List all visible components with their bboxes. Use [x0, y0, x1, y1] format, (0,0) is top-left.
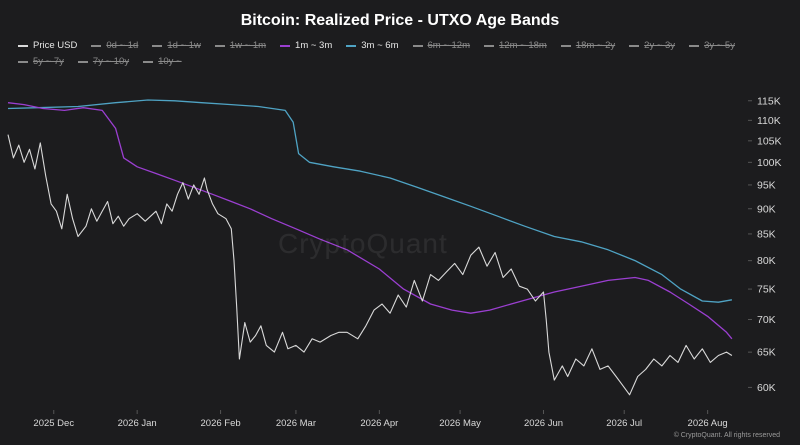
watermark: CryptoQuant	[278, 228, 448, 259]
legend-swatch	[18, 61, 28, 63]
legend-item[interactable]: 7y ~ 10y	[77, 56, 130, 68]
y-tick-label: 100K	[757, 157, 782, 169]
y-tick-label: 105K	[757, 135, 782, 147]
legend-label: 5y ~ 7y	[33, 56, 64, 67]
y-tick-label: 60K	[757, 382, 776, 394]
chart-legend: Price USD 0d ~ 1d 1d ~ 1w 1w ~ 1m 1m ~ 3m 3m …	[18, 40, 788, 68]
chart-title: Bitcoin: Realized Price - UTXO Age Bands	[240, 12, 560, 29]
legend-item[interactable]: 5y ~ 7y	[18, 56, 64, 68]
legend-item[interactable]: 1m ~ 3m	[280, 40, 332, 52]
x-tick-label: 2026 Jun	[524, 418, 563, 429]
legend-swatch	[346, 45, 357, 47]
x-tick-label: 2026 Aug	[688, 418, 728, 429]
legend-label: 1m ~ 3m	[295, 40, 333, 51]
legend-label: Price USD	[33, 40, 78, 51]
legend-swatch	[412, 45, 423, 47]
legend-item[interactable]: 10y ~	[143, 56, 182, 68]
legend-swatch	[18, 45, 28, 47]
series-line-1m-3m	[7, 102, 733, 340]
legend-item[interactable]: 1w ~ 1m	[214, 40, 267, 52]
legend-label: 0d ~ 1d	[106, 40, 139, 51]
legend-item[interactable]: 3m ~ 6m	[346, 40, 399, 52]
y-tick-label: 75K	[757, 284, 776, 296]
legend-item[interactable]: 18m ~ 2y	[560, 40, 616, 52]
legend-item[interactable]: 12m ~ 18m	[484, 40, 547, 52]
legend-swatch	[152, 45, 163, 47]
y-tick-label: 95K	[757, 179, 776, 191]
y-tick-label: 115K	[757, 95, 781, 107]
legend-label: 1w ~ 1m	[229, 40, 267, 51]
x-tick-label: 2026 Jan	[118, 418, 157, 429]
legend-swatch	[143, 61, 154, 63]
legend-item[interactable]: 0d ~ 1d	[91, 40, 138, 52]
legend-label: 7y ~ 10y	[92, 56, 130, 67]
legend-label: 3m ~ 6m	[361, 40, 399, 51]
legend-swatch	[91, 45, 102, 47]
y-tick-label: 80K	[757, 255, 776, 267]
legend-item[interactable]: 1d ~ 1w	[152, 40, 201, 52]
y-tick-label: 90K	[757, 203, 776, 215]
x-tick-label: 2026 May	[439, 418, 481, 429]
legend-swatch	[280, 45, 291, 47]
copyright-credit: © CryptoQuant. All rights reserved	[673, 432, 780, 439]
legend-label: 12m ~ 18m	[499, 40, 547, 51]
legend-swatch	[689, 45, 700, 47]
legend-label: 2y ~ 3y	[644, 40, 676, 51]
series-line-3m-6m	[7, 99, 733, 303]
x-tick-label: 2026 Feb	[201, 418, 241, 429]
legend-swatch	[214, 45, 225, 47]
legend-item[interactable]: 6m ~ 12m	[412, 40, 471, 52]
x-axis: 2025 Dec 2026 Jan 2026 Feb 2026 Mar 2026 Apr…	[33, 410, 728, 429]
legend-swatch	[629, 45, 640, 47]
y-tick-label: 65K	[757, 347, 776, 359]
legend-item[interactable]: 3y ~ 5y	[689, 40, 735, 52]
y-tick-label: 85K	[757, 228, 776, 240]
x-tick-label: 2025 Dec	[33, 418, 74, 429]
legend-label: 18m ~ 2y	[575, 40, 616, 51]
legend-item[interactable]: Price USD	[18, 40, 77, 52]
y-tick-label: 70K	[757, 314, 776, 326]
y-axis: 60K 65K 70K 75K 80K 85K 90K 95K 100K 105K 110K 115K	[748, 95, 782, 394]
legend-label: 3y ~ 5y	[704, 40, 735, 51]
legend-label: 1d ~ 1w	[167, 40, 201, 51]
legend-item[interactable]: 2y ~ 3y	[629, 40, 675, 52]
series-line-price-usd	[7, 134, 733, 396]
x-tick-label: 2026 Apr	[360, 418, 398, 429]
legend-label: 6m ~ 12m	[427, 40, 471, 51]
legend-label: 10y ~	[158, 56, 182, 67]
x-tick-label: 2026 Mar	[276, 418, 316, 429]
legend-swatch	[560, 45, 571, 47]
y-tick-label: 110K	[757, 115, 781, 127]
series-layer	[7, 99, 733, 396]
x-tick-label: 2026 Jul	[606, 418, 642, 429]
legend-swatch	[484, 45, 495, 47]
legend-swatch	[77, 61, 88, 63]
